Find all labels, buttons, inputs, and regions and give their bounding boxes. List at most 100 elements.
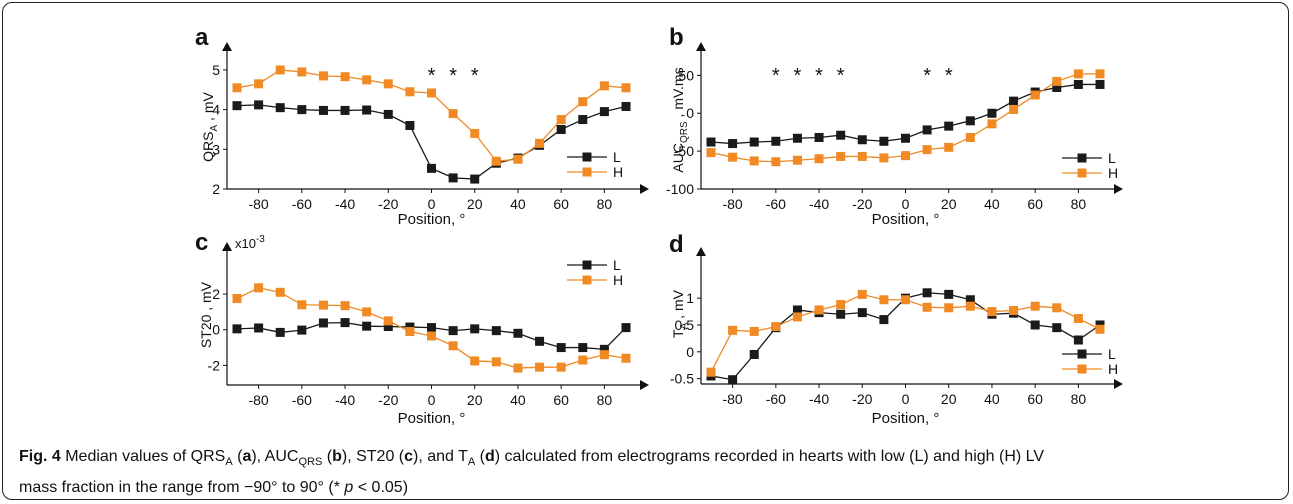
data-point-L [340,318,350,328]
y-tick-label: 0.5 [675,317,695,333]
y-tick-label: -100 [666,181,694,197]
data-point-L [275,103,285,113]
data-point-L [879,315,889,325]
x-tick-label: 80 [1071,196,1087,212]
x-tick-label: 40 [984,196,1000,212]
significance-marker: * [837,65,845,87]
data-point-L [1052,82,1062,92]
data-point-H [706,367,716,377]
data-point-H [405,87,415,97]
data-point-H [836,300,846,310]
x-tick-label: -20 [378,196,398,212]
data-point-L [836,130,846,140]
y-axis-arrow [222,242,232,251]
data-point-H [535,138,545,148]
y-tick-label: 0 [686,105,694,121]
y-axis-label: AUCQRS , mV.ms [670,67,690,172]
data-point-H [621,83,631,93]
x-tick-label: -80 [722,196,742,212]
x-tick-label: -20 [852,196,872,212]
y-tick-label: 2 [212,181,220,197]
data-point-L [362,321,372,331]
x-tick-label: 60 [1027,196,1043,212]
data-point-H [232,83,242,93]
data-point-L [728,139,738,149]
data-point-L [232,101,242,111]
x-tick-label: 80 [597,196,613,212]
data-point-L [965,116,975,126]
data-point-H [749,326,759,336]
significance-marker: * [449,65,457,87]
y-tick-label: 2 [212,286,220,302]
x-axis-label: Position, ° [398,410,466,427]
data-point-H [297,67,307,77]
legend-marker-H [582,167,592,177]
data-point-L [232,324,242,334]
legend-label-H: H [1108,361,1118,377]
data-point-H [814,154,824,164]
data-point-L [621,101,631,111]
y-tick-label: 1 [686,290,694,306]
legend-label-H: H [613,272,623,288]
y-tick-label: -0.5 [670,371,694,387]
data-point-H [922,145,932,155]
data-point-H [491,156,501,166]
data-point-H [792,155,802,165]
data-point-L [706,137,716,147]
data-point-H [297,300,307,310]
data-point-H [383,316,393,326]
data-point-H [944,142,954,152]
data-point-L [254,323,264,333]
y-tick-label: -2 [208,357,221,373]
data-point-L [470,324,480,334]
data-point-H [383,79,393,89]
significance-marker: * [428,65,436,87]
data-point-L [771,136,781,146]
data-point-L [275,327,285,337]
y-tick-label: 0 [212,322,220,338]
data-point-H [254,79,264,89]
caption-line-2: mass fraction in the range from −90° to … [19,479,409,497]
data-point-H [578,97,588,107]
x-tick-label: 60 [553,392,569,408]
data-point-H [599,350,609,360]
data-point-L [728,375,738,385]
data-point-L [1073,335,1083,345]
panel-letter: a [195,24,209,51]
significance-marker: * [923,65,931,87]
data-point-L [448,326,458,336]
data-point-H [513,363,523,373]
data-point-L [599,107,609,117]
data-point-H [578,355,588,365]
data-point-H [275,287,285,297]
x-axis-arrow [1114,184,1123,194]
data-point-H [232,294,242,304]
data-point-H [318,300,328,310]
y-tick-label: -50 [674,143,694,159]
data-point-L [749,349,759,359]
panel-d: d -0.5 0 0.5 1 -80 -60 -40 -20 0 20 40 60 80 Position,… [669,231,1123,427]
data-point-H [318,71,328,81]
y-tick-label: 5 [212,62,220,78]
data-point-H [771,322,781,332]
data-point-H [535,362,545,372]
legend-label-L: L [613,257,621,273]
y-tick-label: 50 [678,67,694,83]
legend-marker-H [582,275,592,285]
legend-label-H: H [613,164,623,180]
data-point-H [599,81,609,91]
data-point-H [362,75,372,85]
legend-marker-H [1077,168,1087,178]
data-point-H [1030,301,1040,311]
data-point-L [944,289,954,299]
data-point-L [513,328,523,338]
data-point-L [836,309,846,319]
data-point-L [1095,79,1105,89]
x-axis-arrow [640,184,649,194]
data-point-H [987,119,997,129]
data-point-L [944,121,954,131]
data-point-H [556,362,566,372]
data-point-H [254,283,264,293]
